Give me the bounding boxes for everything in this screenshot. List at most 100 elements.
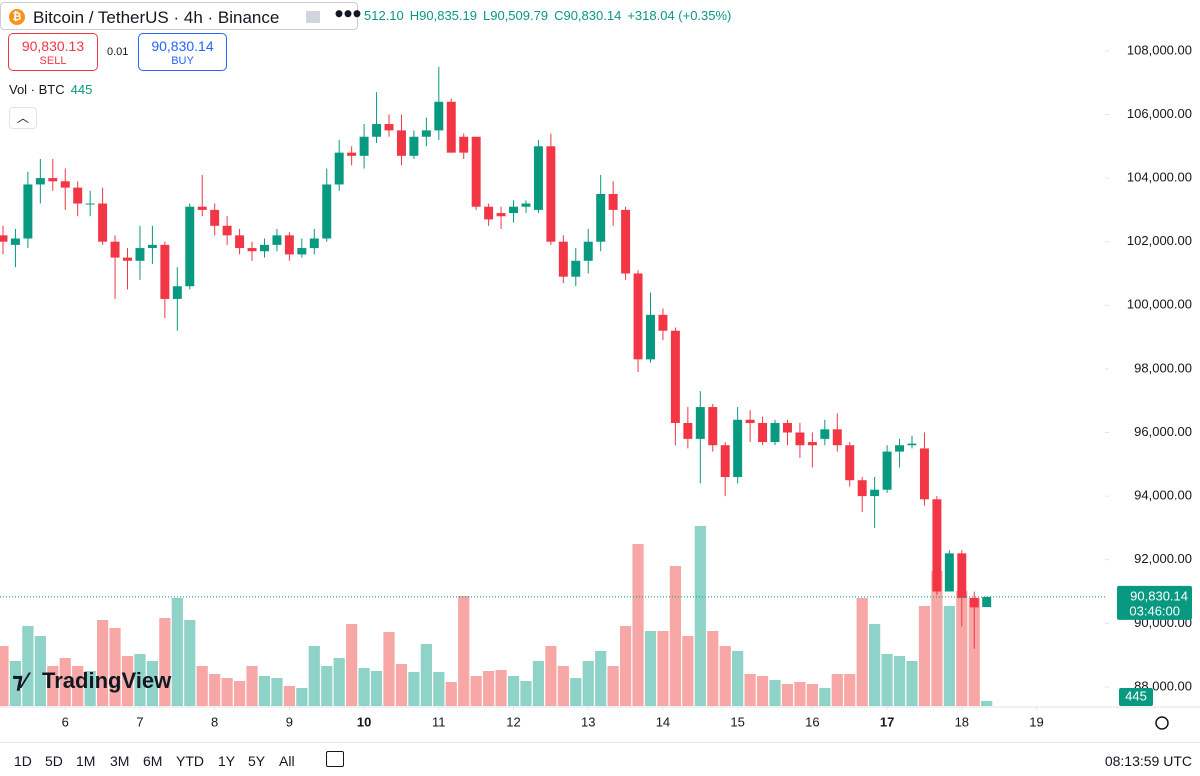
candle-body <box>895 445 905 452</box>
volume-bar <box>781 684 794 706</box>
range-button[interactable]: 3M <box>110 753 130 769</box>
range-button[interactable]: 1Y <box>218 753 236 769</box>
candle-body <box>35 178 45 185</box>
sell-button[interactable]: 90,830.13 SELL <box>8 33 98 71</box>
candle-body <box>608 193 618 210</box>
volume-bar <box>433 672 445 706</box>
quantity: 0.01 <box>107 46 129 58</box>
volume-bar <box>707 631 719 706</box>
clock: 08:13:59 UTC <box>1104 753 1192 769</box>
volume-bar <box>420 644 432 706</box>
volume-bar <box>59 658 71 706</box>
candle-body <box>571 260 581 277</box>
volume-title: Vol · BTC <box>9 82 65 97</box>
candle-body <box>832 429 842 446</box>
range-button[interactable]: 5D <box>45 753 63 769</box>
candle-body <box>596 193 606 242</box>
sell-price: 90,830.13 <box>21 38 85 54</box>
volume-bar <box>458 596 470 706</box>
candle-body <box>533 146 543 210</box>
range-button[interactable]: 5Y <box>248 753 266 769</box>
range-button[interactable]: 1D <box>14 753 32 769</box>
y-tick-label: 106,000.00 <box>1127 106 1192 121</box>
candle-body <box>708 407 718 446</box>
candle-body <box>646 314 655 360</box>
volume-bar <box>881 654 893 706</box>
range-button[interactable]: 1M <box>76 753 96 769</box>
collapse-button[interactable]: ︿ <box>9 107 37 129</box>
candle-body <box>845 445 855 481</box>
candle-body <box>944 553 954 592</box>
range-button[interactable]: All <box>279 753 295 769</box>
last-price-badge <box>1117 585 1192 620</box>
buy-label: BUY <box>171 55 194 67</box>
candle-body <box>247 248 257 252</box>
volume-bar <box>856 598 868 706</box>
change-value: +318.04 (+0.35%) <box>627 8 732 23</box>
candle-body <box>484 206 494 220</box>
candle-body <box>210 209 220 226</box>
volume-bar <box>918 606 931 706</box>
bitcoin-icon: ₿ <box>9 9 25 25</box>
volume-bar <box>171 598 183 706</box>
calendar-icon[interactable] <box>326 751 344 767</box>
more-icon[interactable]: ⦁⦁⦁ <box>335 5 363 22</box>
volume-bar <box>346 624 358 706</box>
candle-body <box>670 330 680 423</box>
range-button[interactable]: YTD <box>176 753 204 769</box>
candle-body <box>409 136 419 156</box>
candle-body <box>434 101 444 131</box>
candle-body <box>820 429 830 439</box>
sell-label: SELL <box>39 55 67 67</box>
range-button[interactable]: 6M <box>143 753 163 769</box>
volume-bar <box>395 664 408 706</box>
candle-body <box>284 235 294 255</box>
x-tick-label: 14 <box>656 714 670 729</box>
candle-body <box>446 101 456 153</box>
volume-bar <box>233 681 246 706</box>
last-price-label: 90,830.14 <box>1130 588 1188 603</box>
volume-bar <box>333 658 345 706</box>
volume-bar <box>819 688 831 706</box>
x-tick-label: 13 <box>581 714 595 729</box>
candle-body <box>48 178 58 182</box>
candle-body <box>359 136 369 156</box>
y-tick-label: 96,000.00 <box>1134 424 1192 439</box>
flag-icon[interactable] <box>306 11 320 23</box>
candle-body <box>347 152 357 156</box>
y-tick-label: 94,000.00 <box>1134 488 1192 503</box>
symbol-box[interactable]: ₿ Bitcoin / TetherUS · 4h · Binance ⦁⦁⦁ <box>0 2 361 30</box>
candle-body <box>222 225 232 236</box>
volume-bar <box>943 606 955 706</box>
volume-bar <box>532 661 545 706</box>
candle-body <box>185 206 195 287</box>
candle-body <box>745 419 755 423</box>
candle-body <box>123 257 132 261</box>
volume-bar <box>507 676 520 706</box>
x-tick-label: 10 <box>357 714 371 729</box>
candle-body <box>23 184 33 239</box>
volume-bar <box>756 676 769 706</box>
volume-bar <box>619 626 632 706</box>
volume-bar <box>570 678 582 706</box>
candle-body <box>309 238 319 249</box>
candle-body <box>795 432 805 446</box>
logo-text: TradingView <box>42 668 172 693</box>
buy-button[interactable]: 90,830.14 BUY <box>138 33 227 71</box>
candle-body <box>396 130 406 156</box>
volume-bar <box>831 674 843 706</box>
settings-icon <box>1155 716 1169 730</box>
y-tick-label: 102,000.00 <box>1127 233 1192 248</box>
candle-body <box>807 442 817 446</box>
candle-body <box>334 152 344 185</box>
volume-bar <box>495 670 507 706</box>
volume-badge-label: 445 <box>1125 688 1147 703</box>
open-value: 512.10 <box>364 8 404 23</box>
candle-body <box>10 238 20 245</box>
candle-body <box>260 244 269 252</box>
volume-value: 445 <box>70 82 93 97</box>
volume-badge <box>1119 688 1153 706</box>
candle-body <box>135 248 145 261</box>
candle-body <box>98 203 108 242</box>
volume-bar <box>719 646 731 706</box>
